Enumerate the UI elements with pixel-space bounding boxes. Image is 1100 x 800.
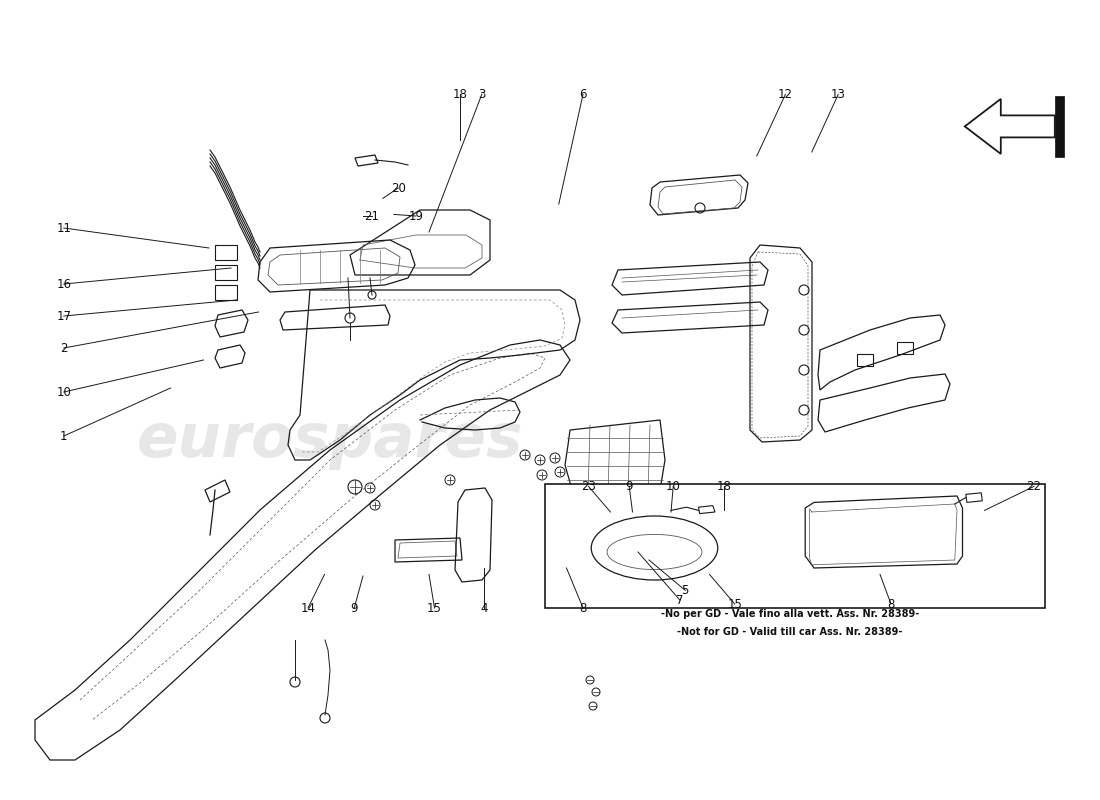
Polygon shape <box>544 484 1045 608</box>
Text: 21: 21 <box>364 210 380 222</box>
Text: 17: 17 <box>56 310 72 322</box>
Text: 10: 10 <box>56 386 72 398</box>
Text: 8: 8 <box>888 598 894 610</box>
Text: 23: 23 <box>581 480 596 493</box>
Text: -No per GD - Vale fino alla vett. Ass. Nr. 28389-: -No per GD - Vale fino alla vett. Ass. N… <box>661 610 918 619</box>
Text: 15: 15 <box>727 598 742 610</box>
Text: 3: 3 <box>478 88 485 101</box>
Text: -Not for GD - Valid till car Ass. Nr. 28389-: -Not for GD - Valid till car Ass. Nr. 28… <box>678 627 902 637</box>
Text: 19: 19 <box>408 210 424 222</box>
Text: 18: 18 <box>452 88 468 101</box>
Text: 8: 8 <box>580 602 586 614</box>
Text: eurospares: eurospares <box>554 490 942 550</box>
Text: 10: 10 <box>666 480 681 493</box>
Text: 9: 9 <box>351 602 358 614</box>
Text: 16: 16 <box>56 278 72 290</box>
Text: 9: 9 <box>626 480 632 493</box>
Text: 6: 6 <box>580 88 586 101</box>
Text: 22: 22 <box>1026 480 1042 493</box>
Text: 2: 2 <box>60 342 67 354</box>
Text: 20: 20 <box>390 182 406 194</box>
Text: 13: 13 <box>830 88 846 101</box>
Text: 7: 7 <box>676 594 683 606</box>
Text: 4: 4 <box>481 602 487 614</box>
Polygon shape <box>1055 96 1064 157</box>
Text: 12: 12 <box>778 88 793 101</box>
Text: 15: 15 <box>427 602 442 614</box>
Text: 1: 1 <box>60 430 67 442</box>
Text: eurospares: eurospares <box>136 410 524 470</box>
Text: 5: 5 <box>682 584 689 597</box>
Text: 18: 18 <box>716 480 732 493</box>
Polygon shape <box>965 99 1055 154</box>
Text: 11: 11 <box>56 222 72 234</box>
Text: 14: 14 <box>300 602 316 614</box>
